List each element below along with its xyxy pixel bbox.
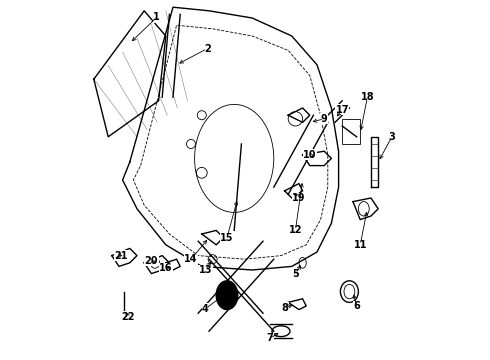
Text: 5: 5 [292, 269, 299, 279]
Text: 12: 12 [289, 225, 302, 235]
Text: 15: 15 [220, 233, 234, 243]
Text: 1: 1 [153, 12, 160, 22]
Text: 18: 18 [361, 92, 374, 102]
Text: 6: 6 [353, 301, 360, 311]
Text: 8: 8 [281, 303, 288, 313]
Text: 14: 14 [184, 254, 198, 264]
Ellipse shape [216, 281, 238, 310]
Text: 2: 2 [204, 44, 211, 54]
Text: 19: 19 [292, 193, 306, 203]
Text: 21: 21 [114, 251, 127, 261]
Text: 9: 9 [321, 114, 328, 124]
Bar [342, 119, 360, 144]
Text: 10: 10 [303, 150, 317, 160]
Text: 7: 7 [267, 333, 273, 343]
Text: 13: 13 [198, 265, 212, 275]
Text: 4: 4 [202, 304, 209, 314]
Text: 17: 17 [336, 105, 349, 115]
Text: 16: 16 [159, 263, 172, 273]
Text: 3: 3 [389, 132, 395, 142]
Text: 20: 20 [145, 256, 158, 266]
Text: 11: 11 [353, 240, 367, 250]
Text: 22: 22 [121, 312, 135, 322]
